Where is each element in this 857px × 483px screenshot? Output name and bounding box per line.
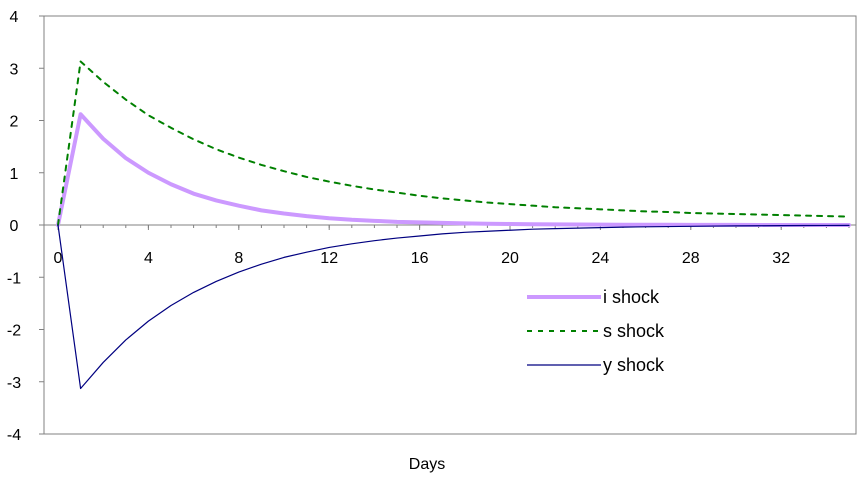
- x-tick-label: 28: [682, 250, 700, 267]
- y-tick-label: 4: [10, 9, 19, 26]
- legend-label: y shock: [603, 355, 665, 375]
- x-tick-label: 0: [54, 250, 63, 267]
- y-tick-label: 3: [10, 61, 19, 78]
- y-tick-label: -4: [7, 427, 21, 444]
- legend-label: s shock: [603, 321, 665, 341]
- x-axis-title: Days: [409, 456, 445, 473]
- y-tick-label: 2: [10, 114, 19, 131]
- y-tick-label: 1: [10, 166, 19, 183]
- y-tick-label: 0: [10, 218, 19, 235]
- y-tick-label: -1: [7, 270, 21, 287]
- series-line-s-shock: [57, 60, 850, 226]
- series-line-i-shock: [56, 112, 851, 227]
- x-tick-label: 32: [772, 250, 790, 267]
- series-line-y-shock: [57, 224, 850, 390]
- y-tick-label: -2: [7, 323, 21, 340]
- legend: i shock s shock y shock: [527, 287, 665, 375]
- x-tick-label: 24: [592, 250, 610, 267]
- legend-label: i shock: [603, 287, 660, 307]
- x-tick-label: 8: [234, 250, 243, 267]
- series-layer: [56, 60, 851, 390]
- x-tick-label: 20: [501, 250, 519, 267]
- x-tick-label: 12: [320, 250, 338, 267]
- x-tick-label: 16: [411, 250, 429, 267]
- y-tick-label: -3: [7, 375, 21, 392]
- x-tick-label: 4: [144, 250, 153, 267]
